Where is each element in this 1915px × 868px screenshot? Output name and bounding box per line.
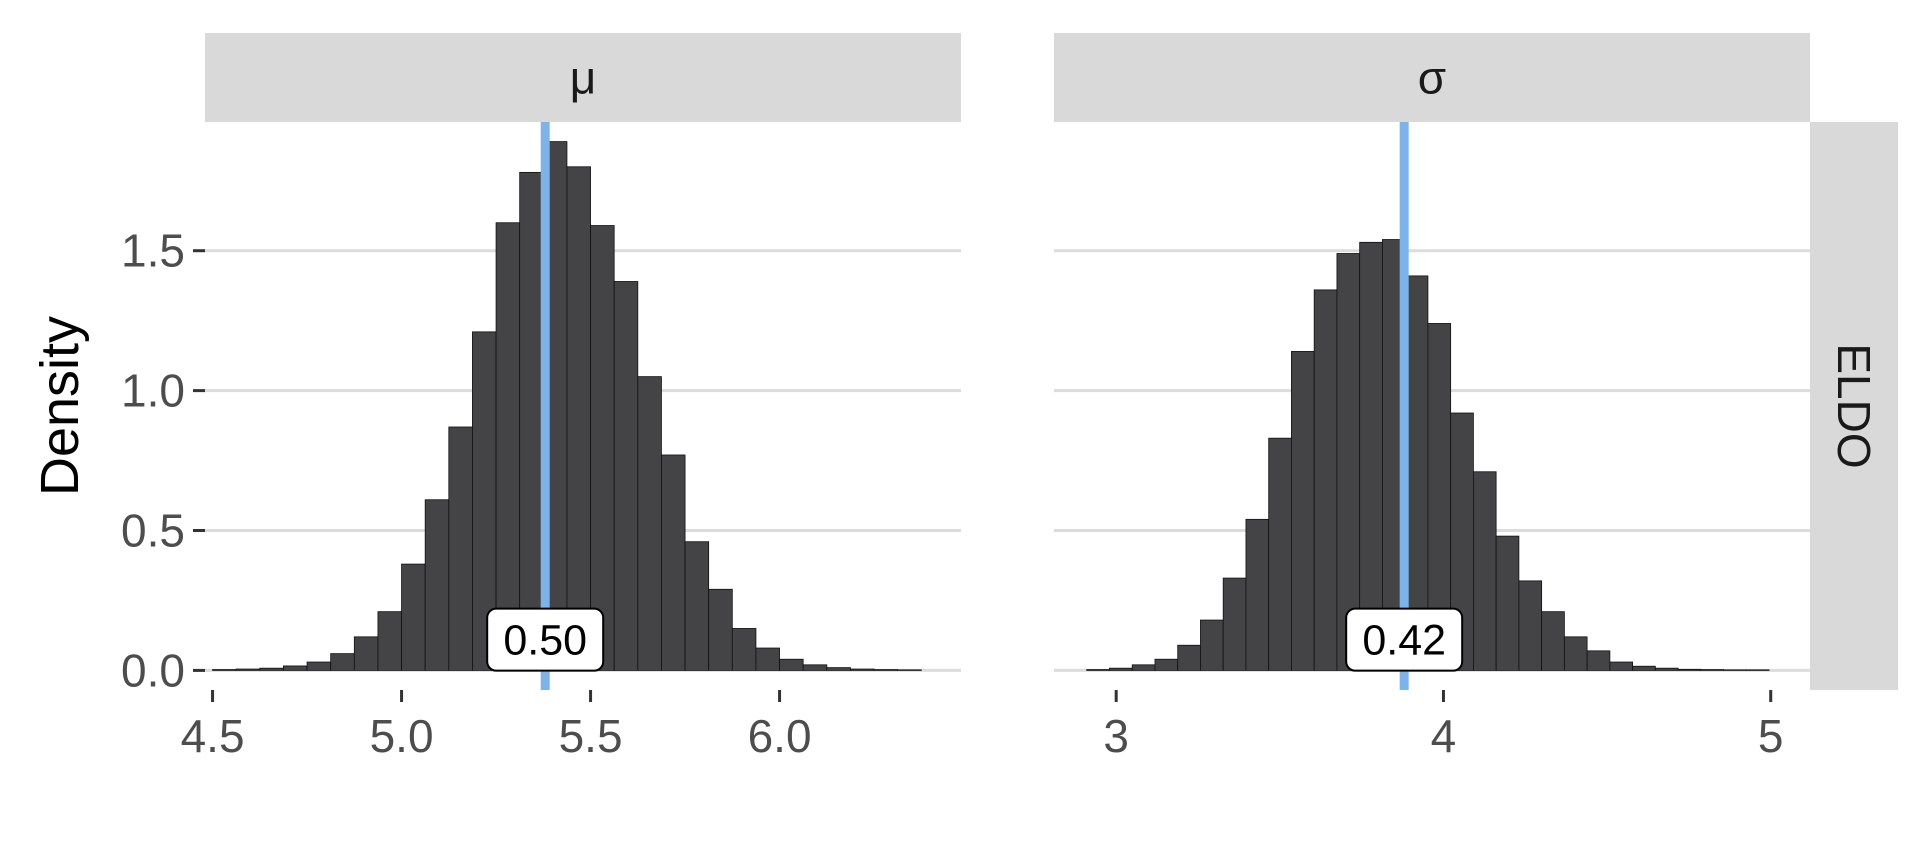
histogram-bar [850, 668, 875, 671]
facet-title: σ [1418, 52, 1446, 104]
histogram-bar [731, 628, 757, 671]
x-tick-label: 4.5 [181, 710, 245, 762]
annotation-label: 0.50 [503, 617, 587, 665]
histogram-bar [330, 653, 355, 671]
histogram-bar [1495, 535, 1520, 671]
annotation-box [486, 607, 605, 672]
histogram-bar [1131, 664, 1156, 671]
histogram-bar [235, 668, 261, 671]
histogram-bar [1632, 665, 1656, 671]
histogram-bar [1222, 577, 1247, 671]
histogram-bar [661, 454, 686, 671]
histogram-bar [1677, 668, 1702, 671]
histogram-bar [802, 664, 828, 671]
histogram-bar [613, 281, 639, 671]
histogram-bar [1291, 351, 1315, 671]
y-tick-label: 0.0 [121, 644, 185, 696]
histogram-bar [212, 669, 237, 671]
histogram-bar [1609, 661, 1634, 671]
facet-strip [1054, 33, 1810, 122]
histogram-bar [1745, 669, 1770, 671]
histogram-bar [1700, 669, 1724, 671]
histogram-bar [1313, 289, 1338, 671]
x-tick-label: 3 [1103, 710, 1129, 762]
histogram-bar [401, 563, 426, 671]
y-tick-label: 0.5 [121, 505, 185, 557]
histogram-bar [684, 541, 710, 671]
x-tick-label: 5 [1758, 710, 1784, 762]
annotation-box [1345, 607, 1464, 672]
histogram-bar [1654, 667, 1679, 671]
histogram-bar [519, 171, 544, 671]
row-strip [1810, 122, 1898, 690]
x-tick-label: 5.0 [370, 710, 434, 762]
x-tick-label: 4 [1431, 710, 1457, 762]
histogram-bar [826, 667, 851, 671]
histogram-bar [1086, 669, 1110, 671]
histogram-bar [353, 636, 379, 671]
histogram-bar [1268, 437, 1292, 671]
histogram-bar [1586, 650, 1611, 671]
histogram-bar [755, 647, 780, 671]
x-tick-label: 6.0 [748, 710, 812, 762]
histogram-bar [566, 166, 591, 671]
y-tick-label: 1.0 [121, 365, 185, 417]
histogram-bar [1200, 619, 1224, 671]
histogram-bar [1109, 667, 1133, 671]
histogram-bar [1473, 471, 1497, 671]
histogram-bar [448, 426, 473, 671]
histogram-bar [1541, 611, 1565, 671]
histogram-bar [1245, 518, 1270, 671]
histogram-bar [424, 499, 450, 671]
histogram-bar [259, 667, 284, 671]
y-axis-title: Density [30, 316, 90, 496]
histogram-bar [1154, 658, 1179, 671]
histogram-bar [306, 661, 332, 671]
histogram-bar [637, 376, 662, 671]
histogram-bar [377, 611, 402, 671]
row-strip-label: ELDO [1828, 343, 1880, 468]
facet-title: μ [570, 52, 597, 104]
histogram-bar [873, 669, 899, 671]
y-tick-label: 1.5 [121, 225, 185, 277]
histogram-bar [1177, 644, 1201, 671]
histogram-bar [1563, 636, 1588, 671]
histogram-bar [590, 225, 615, 671]
histogram-bar [708, 588, 733, 671]
histogram-bar [897, 669, 922, 671]
histogram-bar [1518, 580, 1543, 671]
facet-strip [205, 33, 961, 122]
x-tick-label: 5.5 [559, 710, 623, 762]
histogram-bar [495, 222, 521, 671]
histogram-bar [283, 665, 308, 671]
histogram-bar [1359, 241, 1383, 671]
annotation-label: 0.42 [1362, 617, 1446, 665]
histogram-bar [1723, 669, 1747, 671]
histogram-bar [779, 658, 804, 671]
